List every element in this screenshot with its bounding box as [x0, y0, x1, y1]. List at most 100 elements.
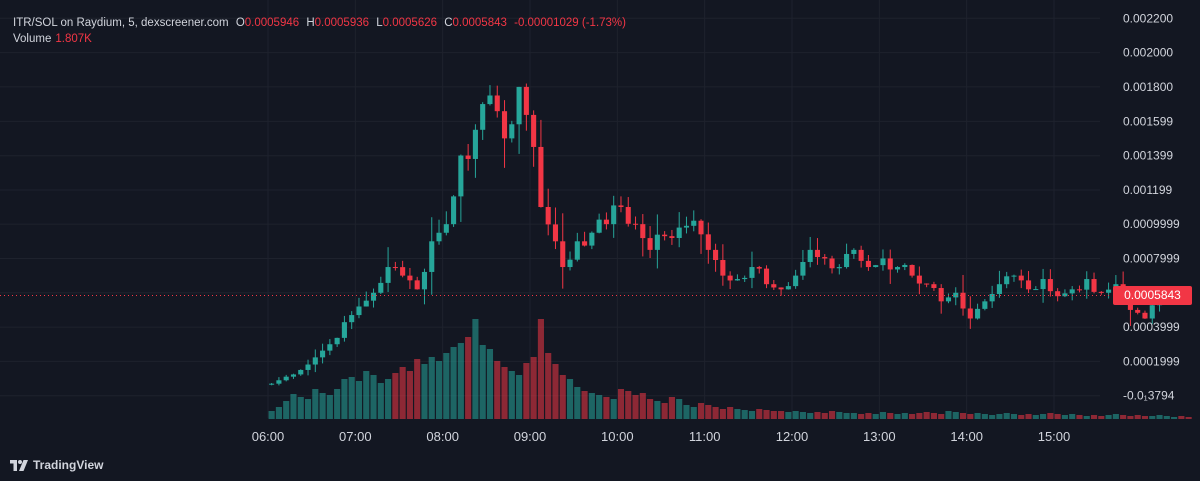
- low-value: 0.0005626: [382, 17, 438, 29]
- candle: [1018, 269, 1024, 289]
- volume-bar: [1018, 415, 1025, 419]
- candle: [742, 275, 748, 283]
- volume-bar: [283, 401, 290, 419]
- volume-bar: [523, 363, 530, 419]
- price-tick-label: 0.001399: [1123, 149, 1173, 163]
- candle: [960, 274, 966, 316]
- candle: [312, 349, 318, 373]
- volume-bar: [865, 413, 872, 419]
- candle: [778, 287, 784, 296]
- time-tick-label: 06:00: [252, 429, 285, 444]
- volume-bar: [799, 412, 806, 419]
- candle: [494, 85, 500, 118]
- candle: [560, 213, 566, 289]
- volume-bar: [319, 393, 326, 419]
- volume-bar: [443, 353, 450, 419]
- tradingview-logo[interactable]: TradingView: [10, 458, 103, 472]
- candle: [472, 124, 478, 178]
- price-tick-label: 0.002000: [1123, 46, 1173, 60]
- time-tick-label: 08:00: [426, 429, 459, 444]
- candle: [1025, 271, 1032, 293]
- volume-bar: [1141, 416, 1149, 419]
- candle: [378, 276, 384, 295]
- volume-bar: [326, 395, 333, 419]
- volume-bar: [974, 413, 981, 419]
- change-value: -0.00001029 (-1.73%): [514, 17, 626, 29]
- candle: [1135, 307, 1141, 315]
- volume-bar: [290, 394, 297, 419]
- volume-bar: [887, 413, 894, 419]
- candle: [931, 281, 937, 291]
- volume-bar: [1134, 415, 1141, 419]
- candle: [349, 311, 355, 330]
- candle: [574, 232, 580, 262]
- time-axis[interactable]: 06:00 07:00 08:00 09:00 10:00 11:00 12:00 13:00…: [252, 429, 1071, 444]
- candle: [451, 195, 457, 227]
- candle: [676, 212, 682, 248]
- candle: [516, 86, 522, 154]
- volume-bar: [923, 412, 930, 419]
- candle: [989, 285, 995, 308]
- candle: [647, 226, 653, 259]
- volume-bar: [683, 405, 690, 419]
- volume-bar: [639, 393, 646, 419]
- volume-bar: [930, 413, 937, 419]
- candle: [436, 219, 442, 245]
- volume-bar: [909, 414, 916, 419]
- volume-bar: [334, 389, 341, 419]
- candle: [924, 283, 930, 288]
- volume-bar: [1076, 415, 1083, 419]
- volume-bar: [472, 319, 479, 419]
- volume-bar: [741, 410, 748, 419]
- volume-bar: [392, 373, 399, 419]
- volume-bar: [1040, 414, 1047, 419]
- time-tick-label: 07:00: [339, 429, 372, 444]
- volume-value: 1.807K: [55, 33, 92, 45]
- candle: [822, 254, 828, 265]
- volume-bar: [828, 411, 836, 419]
- time-tick-label: 10:00: [601, 429, 634, 444]
- volume-bar: [785, 412, 792, 419]
- volume-bar: [894, 414, 901, 419]
- volume-bar: [778, 411, 785, 419]
- candle: [691, 210, 697, 232]
- candle: [538, 119, 544, 208]
- volume-bar: [858, 414, 865, 419]
- volume-bar: [792, 411, 799, 419]
- volume-bar: [945, 411, 952, 419]
- volume-bar: [406, 371, 413, 419]
- candle: [909, 264, 915, 278]
- volume-bar: [341, 379, 348, 419]
- candle: [894, 266, 901, 273]
- candle: [334, 337, 340, 347]
- candle: [945, 293, 952, 304]
- candle: [480, 102, 486, 140]
- candle: [756, 265, 762, 274]
- high-label: H: [306, 17, 315, 29]
- price-tick-label: -0.0₁3794: [1123, 389, 1175, 403]
- volume-bar: [756, 409, 763, 419]
- volume-bar: [377, 383, 384, 419]
- candle: [589, 231, 595, 250]
- volume-bar: [1003, 413, 1010, 419]
- volume-bar: [530, 357, 537, 419]
- volume-bar: [647, 399, 654, 419]
- volume-bar: [668, 397, 675, 419]
- candle: [429, 217, 435, 295]
- price-tick-label: 0.001599: [1123, 114, 1173, 128]
- low-label: L: [376, 17, 383, 29]
- candle: [1040, 268, 1046, 303]
- candle: [953, 287, 959, 306]
- time-tick-label: 15:00: [1038, 429, 1071, 444]
- volume-bar: [1156, 415, 1163, 419]
- candle: [982, 299, 988, 311]
- symbol-title[interactable]: ITR/SOL on Raydium, 5, dexscreener.com: [13, 17, 229, 29]
- volume-bar: [661, 403, 668, 419]
- candle: [458, 154, 464, 222]
- close-label: C: [444, 17, 453, 29]
- volume-bar: [727, 407, 734, 419]
- volume-bar: [385, 379, 392, 419]
- price-axis[interactable]: 0.002200 0.002000 0.001800 0.001599 0.001399…: [1123, 11, 1180, 402]
- volume-bar: [1098, 416, 1105, 419]
